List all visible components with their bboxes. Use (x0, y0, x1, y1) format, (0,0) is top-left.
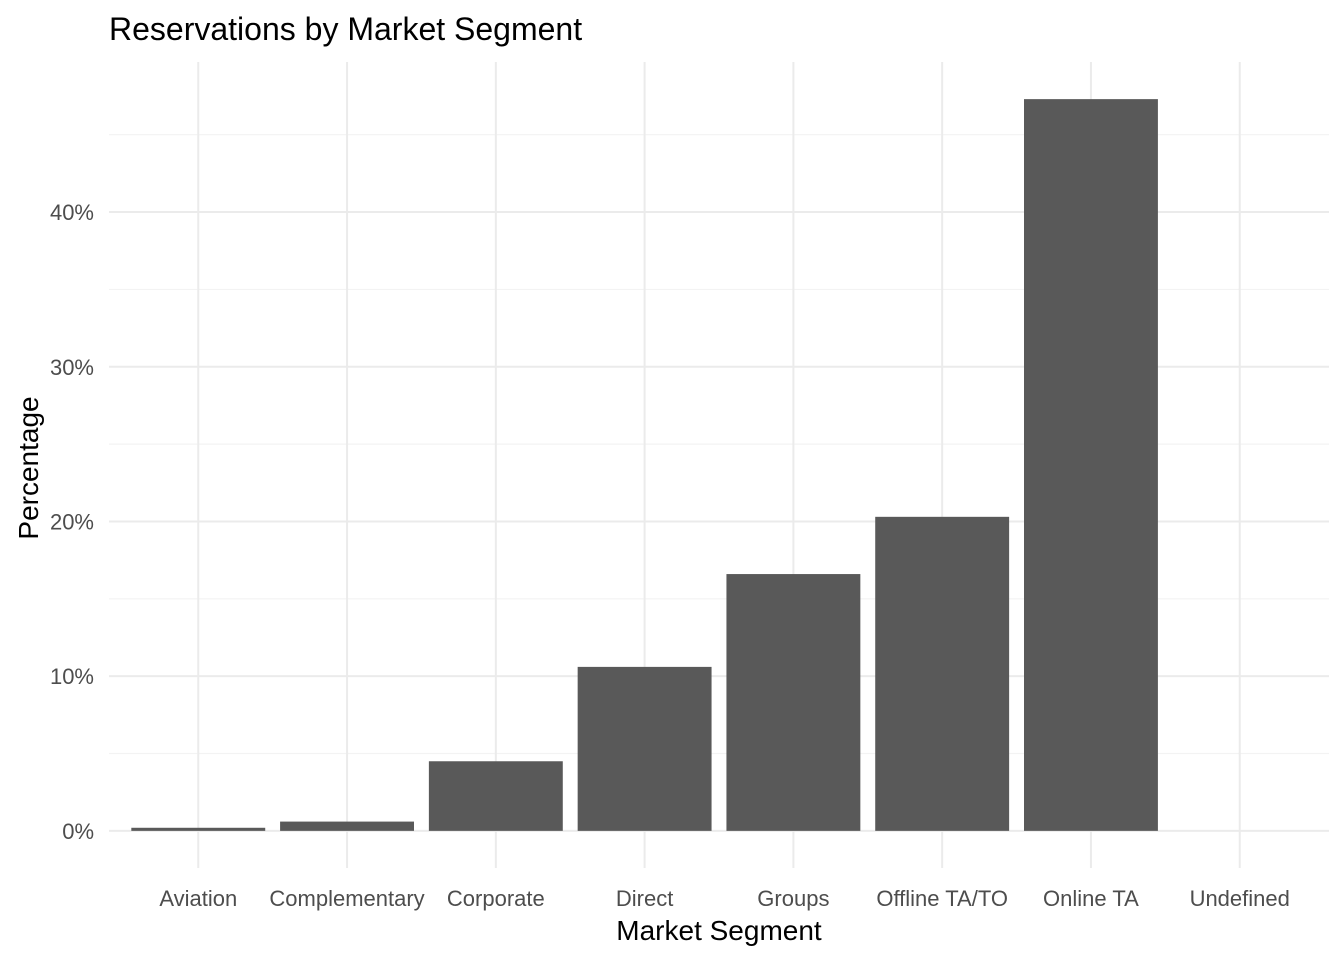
y-axis-ticks: 0% 10% 20% 30% 40% (50, 200, 94, 844)
bar-groups (726, 574, 861, 831)
bar-offline-ta-to (875, 516, 1010, 831)
bar-corporate (428, 761, 563, 831)
x-axis-title: Market Segment (616, 915, 822, 946)
x-tick-label: Direct (616, 886, 673, 911)
x-tick-label: Groups (757, 886, 829, 911)
x-tick-label: Complementary (269, 886, 424, 911)
y-tick-label: 0% (62, 819, 94, 844)
x-tick-label: Online TA (1043, 886, 1139, 911)
y-axis-title: Percentage (13, 396, 44, 539)
bars (131, 99, 1158, 831)
x-tick-label: Offline TA/TO (876, 886, 1008, 911)
y-tick-label: 40% (50, 200, 94, 225)
bar-direct (577, 666, 712, 831)
chart-title: Reservations by Market Segment (109, 11, 582, 47)
bar-online-ta (1024, 99, 1158, 831)
x-tick-label: Aviation (159, 886, 237, 911)
y-tick-label: 20% (50, 509, 94, 534)
bar-aviation (131, 827, 266, 831)
y-tick-label: 10% (50, 664, 94, 689)
y-tick-label: 30% (50, 355, 94, 380)
x-tick-label: Undefined (1190, 886, 1290, 911)
bar-complementary (280, 821, 414, 831)
x-axis-ticks: Aviation Complementary Corporate Direct Grou… (159, 886, 1290, 911)
x-tick-label: Corporate (447, 886, 545, 911)
